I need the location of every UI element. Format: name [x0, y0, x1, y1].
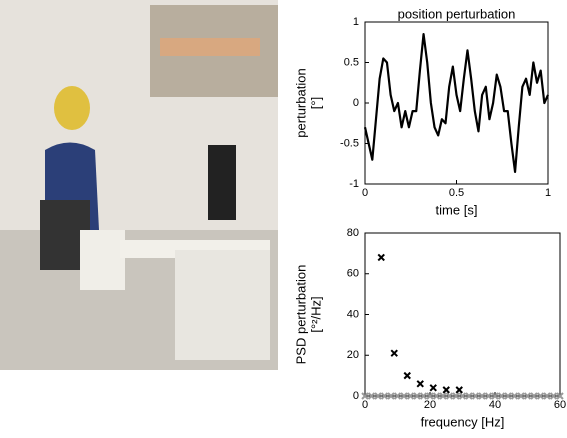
data-point: [452, 392, 460, 400]
y-axis-label: [°]: [308, 97, 323, 109]
data-point: [387, 392, 395, 400]
data-point: [465, 392, 473, 400]
data-point: [432, 392, 441, 400]
y-tick-label: 0.5: [344, 56, 359, 68]
y-tick-label: -1: [349, 178, 359, 190]
data-point: [416, 380, 424, 388]
x-tick-label: 0: [362, 187, 368, 199]
data-point: [523, 392, 532, 400]
data-point: [393, 392, 402, 400]
data-point: [478, 392, 486, 400]
y-axis-label: PSD perturbation: [293, 265, 308, 365]
x-tick-label: 0.5: [449, 187, 464, 199]
x-tick-label: 0: [362, 399, 368, 411]
chart-title: position perturbation: [398, 6, 516, 21]
device-cabinet: [175, 250, 270, 360]
y-tick-label: 40: [347, 308, 359, 320]
y-tick-label: -0.5: [340, 137, 359, 149]
x-axis-label: time [s]: [436, 202, 478, 217]
data-point: [530, 392, 538, 400]
device-base: [80, 230, 125, 290]
y-axis-label: [°²/Hz]: [308, 296, 323, 332]
data-point: [455, 386, 463, 394]
data-point: [504, 392, 512, 400]
y-tick-label: 60: [347, 268, 359, 280]
data-point: [471, 392, 480, 400]
data-point: [497, 392, 506, 400]
data-point: [429, 384, 437, 392]
data-point: [406, 392, 415, 400]
inset-arm: [160, 38, 260, 56]
data-point: [403, 371, 411, 380]
data-point: [556, 392, 564, 400]
data-point: [510, 392, 519, 400]
data-point: [549, 392, 558, 400]
x-tick-label: 20: [424, 399, 436, 411]
data-point: [377, 253, 385, 262]
data-point: [426, 392, 434, 400]
x-tick-label: 60: [554, 399, 566, 411]
data-point: [484, 392, 493, 400]
data-point: [491, 392, 499, 400]
y-tick-label: 1: [353, 16, 359, 28]
data-point: [543, 392, 551, 400]
data-point: [380, 392, 389, 400]
data-point: [413, 392, 421, 400]
y-tick-label: 0: [353, 97, 359, 109]
data-point: [458, 392, 467, 400]
y-tick-label: 0: [353, 390, 359, 402]
x-tick-label: 40: [489, 399, 501, 411]
data-point: [374, 392, 382, 400]
photo: [0, 0, 278, 370]
axes-box: [364, 232, 561, 397]
data-point: [367, 392, 376, 400]
data-point: [536, 392, 545, 400]
data-point: [400, 392, 408, 400]
data-point: [419, 392, 428, 400]
eeg-cap: [54, 86, 90, 130]
y-axis-label: perturbation: [293, 68, 308, 137]
data-point: [361, 392, 369, 400]
y-tick-label: 20: [347, 349, 359, 361]
data-point: [517, 392, 525, 400]
x-tick-label: 1: [545, 187, 551, 199]
data-point: [445, 392, 454, 400]
monitor: [208, 145, 236, 220]
data-line: [363, 33, 550, 173]
data-point: [390, 349, 398, 357]
y-tick-label: 80: [347, 227, 359, 239]
data-point: [439, 392, 447, 400]
data-point: [442, 386, 450, 394]
x-axis-label: frequency [Hz]: [421, 414, 505, 429]
